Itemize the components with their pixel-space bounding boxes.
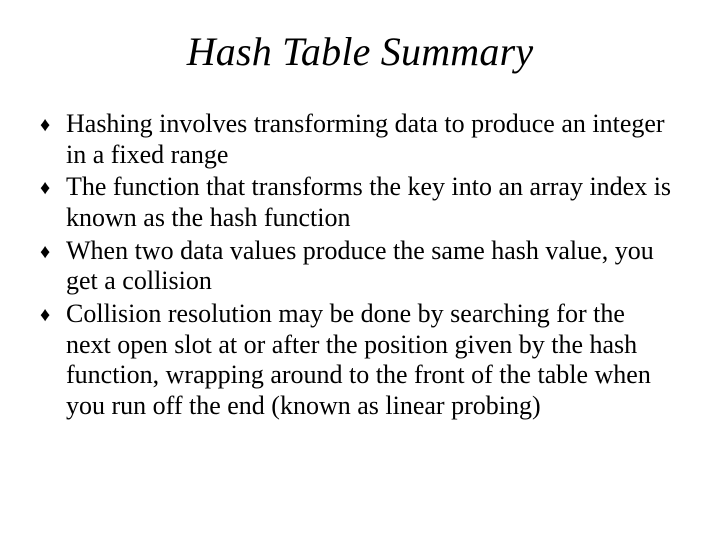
slide: Hash Table Summary ♦Hashing involves tra… — [0, 0, 720, 540]
bullet-text: Hashing involves transforming data to pr… — [66, 109, 665, 169]
diamond-icon: ♦ — [40, 114, 66, 138]
list-item: ♦Hashing involves transforming data to p… — [40, 109, 674, 170]
list-item: ♦The function that transforms the key in… — [40, 172, 674, 233]
slide-title: Hash Table Summary — [40, 28, 680, 75]
bullet-list: ♦Hashing involves transforming data to p… — [40, 109, 680, 422]
bullet-text: The function that transforms the key int… — [66, 172, 671, 232]
diamond-icon: ♦ — [40, 304, 66, 328]
diamond-icon: ♦ — [40, 177, 66, 201]
bullet-text: When two data values produce the same ha… — [66, 236, 654, 296]
list-item: ♦When two data values produce the same h… — [40, 236, 674, 297]
diamond-icon: ♦ — [40, 241, 66, 265]
list-item: ♦Collision resolution may be done by sea… — [40, 299, 674, 422]
bullet-text: Collision resolution may be done by sear… — [66, 299, 651, 420]
